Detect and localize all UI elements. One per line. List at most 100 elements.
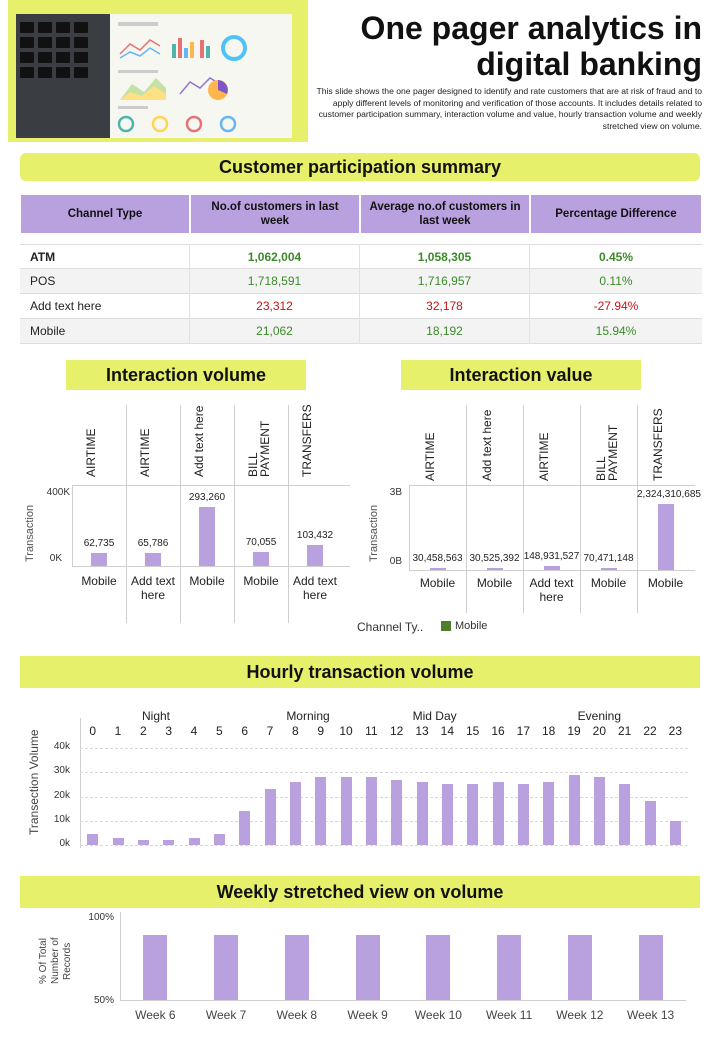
bar [284,935,309,1000]
x-tick-label: Week 8 [276,1008,318,1022]
table-cell: 0.11% [599,274,633,288]
bar [669,820,681,845]
data-label: 65,786 [137,537,169,549]
bar [264,789,276,845]
hour-label: 20 [592,724,606,738]
top-category-label: AIRTIME [536,432,551,481]
x-tick-label: Week 6 [135,1008,176,1022]
y-tick-label: 0K [49,553,62,564]
report-paper-illustration [110,14,292,138]
bar [365,777,377,845]
data-label: 70,471,148 [583,553,634,564]
column-divider [637,405,638,613]
table-cell: 0.45% [598,250,634,264]
bar [426,935,451,1000]
bar [213,834,225,845]
bottom-category-label: Mobile [419,576,456,590]
y-tick-label: 30k [53,765,70,777]
gridline [80,748,688,749]
data-label: 30,525,392 [469,553,520,564]
data-label: 30,458,563 [412,553,463,564]
column-header: Percentage Difference [530,194,702,234]
top-category-label: Add text here [479,409,494,481]
hour-label: 12 [389,724,404,738]
bar [340,777,352,845]
bar [307,545,323,566]
y-tick-label: 40k [53,741,70,752]
column-header: Average no.of customers in last week [360,194,530,234]
bar [91,553,107,566]
hour-label: 0 [89,724,96,738]
weekly-section-title: Weekly stretched view on volume [20,876,700,908]
bottom-category-label: Mobile [476,576,513,590]
top-category-label: BILL PAYMENT [593,424,620,481]
bar [517,784,529,845]
data-label: 62,735 [83,538,115,550]
hour-label: 5 [215,724,223,738]
hour-label: 23 [668,724,682,738]
top-category-label: BILL PAYMENT [246,420,272,477]
y-axis-line [80,718,81,848]
bottom-category-label: Mobile [81,574,117,588]
gridline [80,820,688,822]
y-tick-label: 50% [93,995,114,1006]
legend-title: Channel Ty.. [357,620,424,634]
bottom-category-label: Add text here [292,574,338,602]
bar [568,774,580,845]
hour-label: 1 [114,724,122,738]
y-axis-label: % Of Total Number of Records [38,937,73,985]
interaction-volume-title: Interaction volume [66,360,306,390]
hour-label: 17 [516,724,530,738]
hour-label: 22 [643,724,657,738]
column-divider [466,405,467,613]
hour-label: 11 [365,724,378,738]
period-label: Mid Day [412,709,457,723]
table-cell: 1,718,591 [190,269,360,294]
bar [145,552,161,566]
bar [644,801,656,845]
bottom-category-label: Mobile [189,574,225,588]
x-tick-label: Week 11 [486,1008,533,1022]
bar [567,935,592,1000]
hour-label: 13 [415,724,429,738]
gridline [80,796,688,798]
hour-label: 7 [266,724,274,738]
bar [143,935,168,1000]
bar [492,781,504,845]
page-title: One pager analytics in digital banking [360,10,702,82]
table-cell: 1,716,957 [360,269,530,294]
plot-top-line [409,485,695,486]
y-tick-label: 400K [46,487,70,498]
hour-label: 8 [291,724,299,738]
interaction-value-title: Interaction value [401,360,641,390]
hour-label: 3 [165,724,172,738]
hour-label: 19 [567,724,581,738]
table-row: Mobile 21,062 18,192 15.94% [20,319,702,344]
bar [638,935,663,1000]
bar [253,551,269,566]
table-row: ATM 1,062,004 1,058,305 0.45% [20,244,702,270]
plot-bottom-line [409,570,695,571]
table-cell: 21,062 [190,319,360,344]
table-cell: 15.94% [595,324,637,338]
y-tick-label: 10k [53,813,70,825]
hourly-section-title: Hourly transaction volume [20,656,700,688]
x-tick-label: Week 10 [414,1008,462,1022]
table-cell: 18,192 [360,319,530,344]
bottom-category-label: Mobile [590,576,627,590]
y-axis-label: Transaction [368,504,380,562]
x-tick-label: Week 7 [205,1008,247,1022]
bar [441,784,453,845]
table-cell: POS [20,269,190,294]
data-label: 293,260 [188,491,226,503]
summary-section-title: Customer participation summary [20,153,700,181]
table-cell: 32,178 [360,294,530,319]
column-divider [180,405,181,623]
table-row: Add text here 23,312 32,178 -27.94% [20,294,702,319]
legend-swatch [441,621,451,631]
y-tick-label: 20k [53,789,70,801]
bar [188,837,200,845]
summary-table-header: Channel Type No.of customers in last wee… [20,194,702,234]
bar [214,935,239,1000]
x-axis-line [120,1000,686,1001]
